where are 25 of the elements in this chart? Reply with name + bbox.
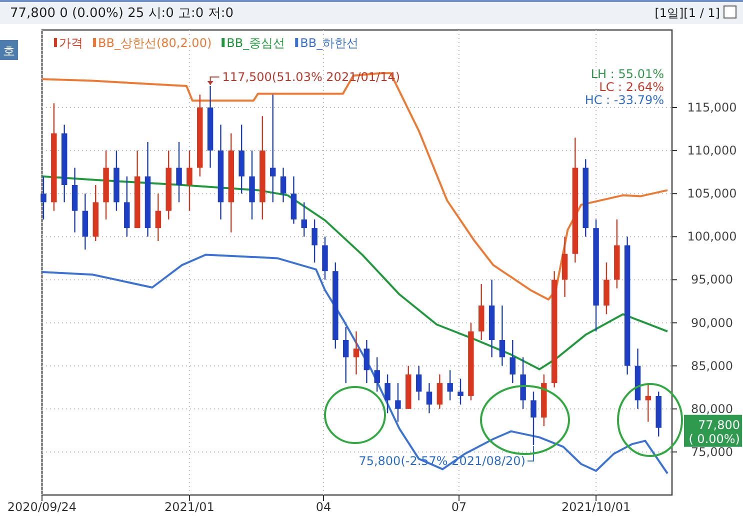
y-tick-label: 105,000: [687, 186, 737, 201]
annotation: HC : -33.79%: [584, 93, 664, 107]
legend-label: BB_상한선(80,2.00): [98, 36, 212, 50]
y-tick-label: 115,000: [687, 100, 737, 114]
chart-title: 77,800 0 (0.00%) 25 시:0 고:0 저:0: [10, 6, 234, 21]
legend-label: 가격: [59, 36, 83, 50]
annotation: LH : 55.01%: [590, 67, 664, 81]
y-tick-label: 95,000: [691, 272, 733, 287]
y-tick-label: 75,000: [691, 444, 733, 459]
x-tick-label: 2021/10/01: [561, 500, 631, 514]
legend-label: BB_하한선: [300, 36, 359, 50]
text: [1일][1 / 1]: [654, 6, 720, 20]
annotation: LC : 2.64%: [599, 80, 664, 94]
y-tick-label: 80,000: [691, 402, 733, 416]
y-tick-label: 100,000: [687, 230, 737, 244]
y-tick-label: 85,000: [691, 358, 733, 373]
y-tick-label: 110,000: [687, 144, 737, 158]
x-tick-label: 2021/01: [164, 500, 214, 514]
x-tick-label: 07: [451, 500, 467, 514]
text: 호: [3, 44, 15, 58]
x-tick-label: 2020/09/24: [7, 500, 77, 514]
x-tick-label: 04: [316, 500, 332, 514]
legend-label: BB_중심선: [226, 36, 286, 50]
text: 77,800 ( 0.00%): [688, 418, 740, 446]
y-tick-label: 90,000: [691, 316, 733, 330]
